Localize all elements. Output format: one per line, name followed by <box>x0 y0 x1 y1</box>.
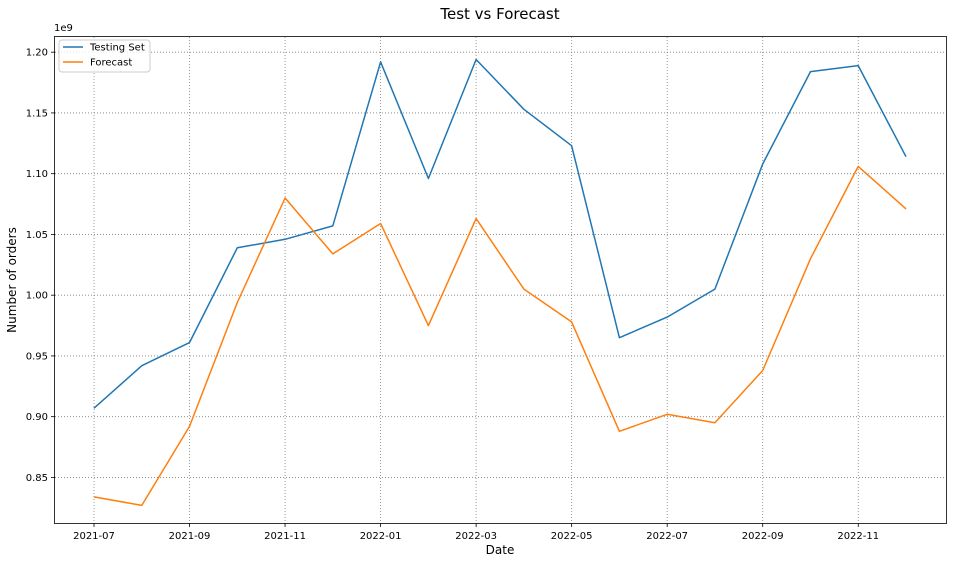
y-tick-label: 0.90 <box>26 412 48 423</box>
grid <box>55 37 946 523</box>
series-line-testing-set <box>93 58 907 409</box>
x-axis-title: Date <box>486 543 515 557</box>
y-tick-label: 1.15 <box>26 108 48 119</box>
y-tick-label: 0.85 <box>26 473 48 484</box>
y-axis: 0.85 0.90 0.95 1.00 1.05 1.10 1.15 1.20 <box>26 48 55 484</box>
legend-box <box>58 39 151 73</box>
chart-title: Test vs Forecast <box>439 5 559 23</box>
y-tick-label: 0.95 <box>26 351 48 362</box>
x-tick-label: 2021-07 <box>73 531 115 542</box>
x-tick-label: 2022-11 <box>837 531 879 542</box>
y-axis-title: Number of orders <box>5 227 19 333</box>
x-tick-label: 2022-09 <box>742 531 784 542</box>
x-tick-label: 2022-01 <box>360 531 402 542</box>
x-tick-label: 2021-09 <box>169 531 211 542</box>
x-tick-label: 2022-05 <box>551 531 593 542</box>
x-tick-label: 2021-11 <box>264 531 306 542</box>
y-tick-label: 1.00 <box>26 291 48 302</box>
x-tick-label: 2022-03 <box>455 531 497 542</box>
legend-label-testing-set: Testing Set <box>89 43 145 54</box>
y-tick-label: 1.05 <box>26 230 48 241</box>
y-tick-label: 1.10 <box>26 169 48 180</box>
legend: Testing Set Forecast <box>58 39 151 73</box>
x-axis: 2021-07 2021-09 2021-11 2022-01 2022-03 2022-… <box>73 523 879 542</box>
series-line-forecast <box>93 165 907 507</box>
legend-label-forecast: Forecast <box>90 58 132 69</box>
x-tick-label: 2022-07 <box>646 531 688 542</box>
series-lines <box>93 58 907 507</box>
plot-frame <box>54 36 947 524</box>
y-offset-label: 1e9 <box>54 23 73 34</box>
y-tick-label: 1.20 <box>26 48 48 59</box>
